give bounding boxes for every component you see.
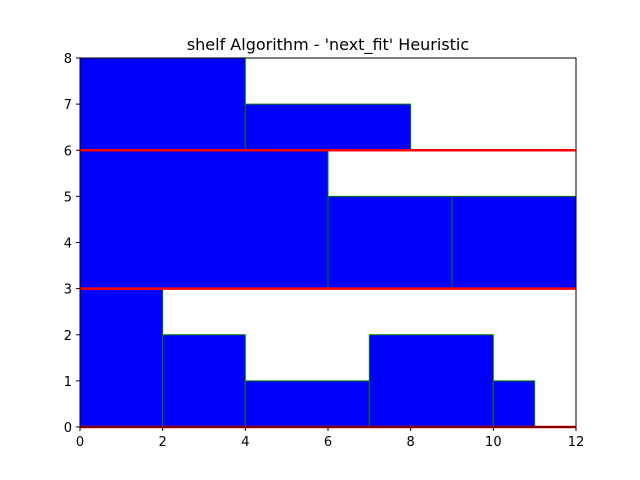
packed-rectangle-2 xyxy=(162,334,246,428)
y-tick-label: 3 xyxy=(64,283,72,298)
x-tick-label: 10 xyxy=(485,435,502,450)
y-axis: 0 1 2 3 4 5 6 7 8 xyxy=(64,52,80,436)
x-tick-label: 2 xyxy=(159,435,167,450)
y-tick-label: 2 xyxy=(64,329,72,344)
y-tick-label: 7 xyxy=(64,98,72,113)
chart-title: shelf Algorithm - 'next_fit' Heuristic xyxy=(187,35,469,55)
packed-rectangle-5 xyxy=(492,380,536,428)
packed-rectangle-10 xyxy=(244,103,412,151)
plot-area xyxy=(79,57,577,428)
y-tick-label: 1 xyxy=(64,375,72,390)
x-tick-label: 8 xyxy=(407,435,415,450)
y-tick-label: 6 xyxy=(64,144,72,159)
y-tick-label: 5 xyxy=(64,190,72,205)
y-tick-label: 4 xyxy=(64,237,72,252)
packed-rectangle-9 xyxy=(79,57,246,151)
x-tick-label: 12 xyxy=(568,435,585,450)
packed-rectangle-6 xyxy=(79,149,329,290)
x-tick-label: 6 xyxy=(324,435,332,450)
packed-rectangle-4 xyxy=(368,334,494,428)
x-tick-label: 4 xyxy=(241,435,249,450)
packed-rectangle-1 xyxy=(79,288,164,428)
x-axis: 0 2 4 6 8 10 12 xyxy=(76,427,584,450)
packed-rectangle-8 xyxy=(451,195,577,290)
y-tick-label: 0 xyxy=(64,421,72,436)
y-tick-label: 8 xyxy=(64,52,72,67)
packed-rectangle-7 xyxy=(327,195,453,290)
x-tick-label: 0 xyxy=(76,435,84,450)
packed-rectangle-3 xyxy=(244,380,370,428)
